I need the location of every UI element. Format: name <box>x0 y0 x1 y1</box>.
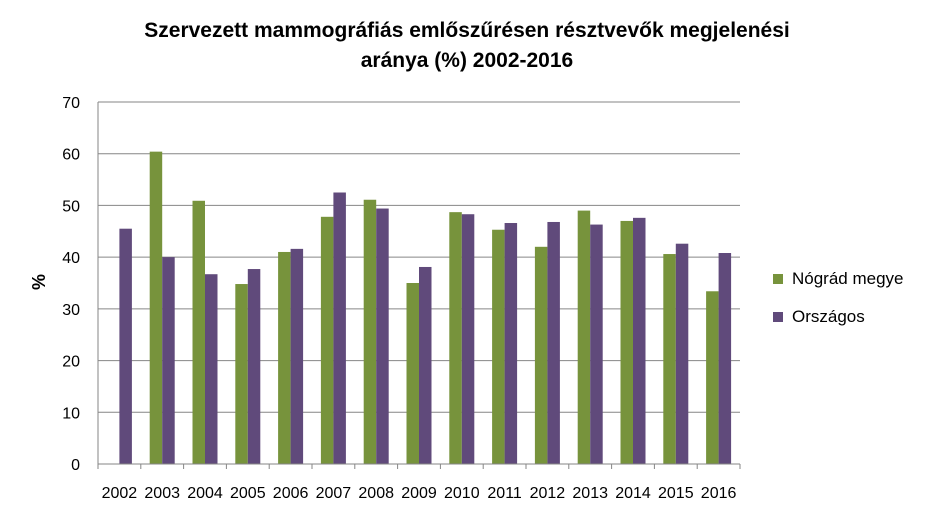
bar-orszagos-2015 <box>675 243 689 464</box>
bar-orszagos-2004 <box>205 274 218 464</box>
x-tick-label-2004: 2004 <box>187 485 223 502</box>
y-tick-label-40: 40 <box>62 250 80 267</box>
y-tick-label-60: 60 <box>62 147 80 164</box>
x-tick-label-2002: 2002 <box>102 485 138 502</box>
x-tick-label-2012: 2012 <box>530 485 566 502</box>
legend-label-nograd: Nógrád megye <box>792 269 904 288</box>
bar-orszagos-2014 <box>633 217 646 464</box>
legend-item-orszagos: Országos <box>773 304 904 330</box>
bar-nograd-2008 <box>363 199 377 465</box>
chart-title-line-1: Szervezett mammográfiás emlőszűrésen rés… <box>144 19 790 42</box>
x-tick-label-2014: 2014 <box>615 485 651 502</box>
bar-orszagos-2003 <box>162 257 175 464</box>
bar-nograd-2003 <box>149 151 163 464</box>
y-tick-label-10: 10 <box>62 405 80 422</box>
chart-title-line-2: aránya (%) 2002-2016 <box>360 49 574 72</box>
bar-orszagos-2007 <box>333 192 346 464</box>
bars <box>119 151 732 465</box>
bar-nograd-2010 <box>449 212 462 464</box>
legend-swatch-nograd <box>773 274 783 284</box>
x-tick-label-2003: 2003 <box>144 485 180 502</box>
bar-orszagos-2006 <box>290 248 304 464</box>
bar-nograd-2011 <box>492 229 505 464</box>
legend-item-nograd: Nógrád megye <box>773 266 904 292</box>
bar-nograd-2015 <box>663 254 676 464</box>
bar-orszagos-2012 <box>547 221 560 464</box>
bar-orszagos-2008 <box>376 208 389 464</box>
bar-nograd-2014 <box>620 220 633 464</box>
x-tick-label-2005: 2005 <box>230 485 266 502</box>
bar-orszagos-2005 <box>247 269 261 464</box>
x-tick-label-2011: 2011 <box>487 485 522 502</box>
legend-swatch-orszagos <box>773 312 783 322</box>
x-tick-label-2009: 2009 <box>401 485 437 502</box>
bar-nograd-2006 <box>278 251 291 464</box>
y-tick-label-50: 50 <box>62 198 80 215</box>
y-tick-label-70: 70 <box>62 95 80 112</box>
x-tick-label-2015: 2015 <box>658 485 694 502</box>
chart-title: Szervezett mammográfiás emlőszűrésen rés… <box>0 16 934 76</box>
y-tick-label-20: 20 <box>62 354 80 371</box>
bar-nograd-2005 <box>235 284 248 464</box>
bar-orszagos-2011 <box>504 223 518 464</box>
bar-orszagos-2009 <box>419 266 432 464</box>
bar-orszagos-2013 <box>590 224 603 464</box>
axes: 0 10 20 30 40 50 60 70 2002 2003 2004 2005 2006 2007 2… <box>62 95 741 502</box>
bar-nograd-2007 <box>320 216 334 464</box>
y-tick-label-30: 30 <box>62 302 80 319</box>
bar-orszagos-2016 <box>718 253 732 464</box>
x-tick-label-2016: 2016 <box>701 485 737 502</box>
x-tick-label-2008: 2008 <box>358 485 394 502</box>
legend: Nógrád megye Országos <box>773 266 904 342</box>
bar-nograd-2013 <box>577 210 591 464</box>
bar-nograd-2004 <box>192 200 205 464</box>
x-tick-label-2010: 2010 <box>444 485 480 502</box>
bar-nograd-2012 <box>534 246 548 464</box>
x-tick-label-2007: 2007 <box>316 485 352 502</box>
y-tick-label-0: 0 <box>71 457 80 474</box>
bar-orszagos-2010 <box>461 214 475 464</box>
bar-orszagos-2002 <box>119 228 132 464</box>
bar-nograd-2016 <box>706 291 719 464</box>
x-tick-label-2006: 2006 <box>273 485 309 502</box>
bar-nograd-2009 <box>406 283 419 464</box>
y-axis-label: % <box>29 274 49 290</box>
legend-label-orszagos: Országos <box>792 307 865 326</box>
x-tick-label-2013: 2013 <box>572 485 608 502</box>
